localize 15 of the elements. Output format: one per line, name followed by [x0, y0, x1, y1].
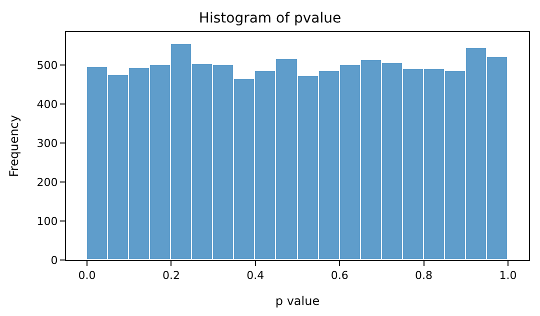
y-tick-label: 500 [36, 58, 58, 72]
x-tick-label: 0.6 [330, 269, 348, 282]
chart-title: Histogram of pvalue [198, 10, 342, 26]
y-tick-label: 0 [50, 254, 58, 267]
x-tick-label: 1.0 [499, 269, 517, 282]
x-tick-label: 0.2 [162, 269, 180, 282]
y-tick-label: 400 [36, 98, 58, 111]
y-tick-label: 300 [36, 136, 58, 150]
x-tick-label: 0.0 [78, 269, 96, 282]
y-tick-label: 200 [36, 176, 58, 189]
y-axis-title: Frequency [7, 115, 22, 177]
x-tick-label: 0.4 [246, 269, 264, 282]
x-axis-title: p value [275, 294, 320, 308]
x-tick-label: 0.8 [415, 269, 433, 282]
y-tick-label: 100 [36, 214, 58, 228]
